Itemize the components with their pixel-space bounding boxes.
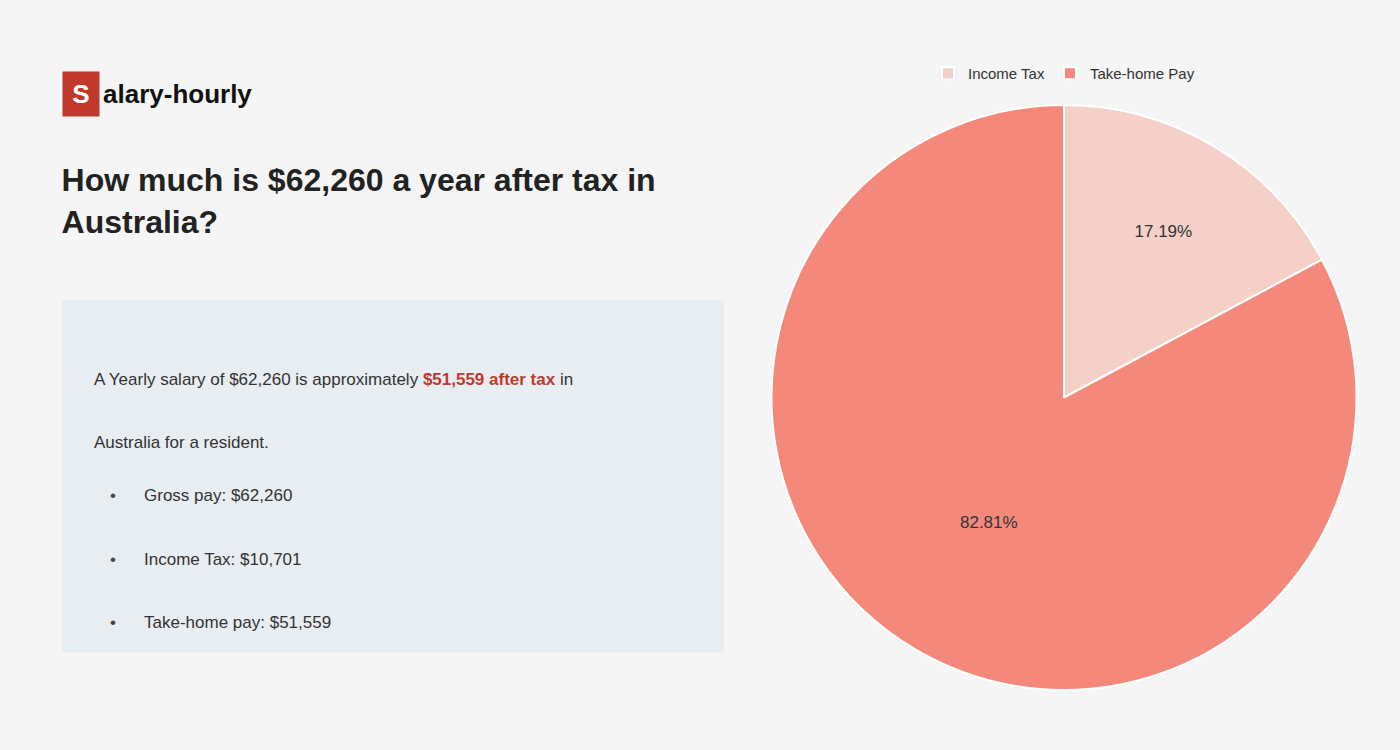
svg-text:alary-hourly: alary-hourly — [103, 79, 252, 109]
svg-text:Income Tax: Income Tax — [968, 65, 1045, 82]
svg-text:•: • — [110, 550, 116, 569]
svg-text:Take-home Pay: Take-home Pay — [1090, 65, 1195, 82]
svg-text:How much is $62,260 a year aft: How much is $62,260 a year after tax inA… — [62, 162, 656, 240]
svg-text:A Yearly salary of $62,260 is: A Yearly salary of $62,260 is approximat… — [94, 370, 573, 389]
svg-text:•: • — [110, 613, 116, 632]
svg-text:S: S — [72, 79, 89, 109]
svg-text:•: • — [110, 486, 116, 505]
svg-text:82.81%: 82.81% — [960, 513, 1018, 532]
svg-text:Take-home pay: $51,559: Take-home pay: $51,559 — [144, 613, 331, 632]
svg-text:Australia for a resident.: Australia for a resident. — [94, 433, 269, 452]
svg-text:Income Tax: $10,701: Income Tax: $10,701 — [144, 550, 302, 569]
svg-text:17.19%: 17.19% — [1134, 222, 1192, 241]
svg-text:Gross pay: $62,260: Gross pay: $62,260 — [144, 486, 292, 505]
